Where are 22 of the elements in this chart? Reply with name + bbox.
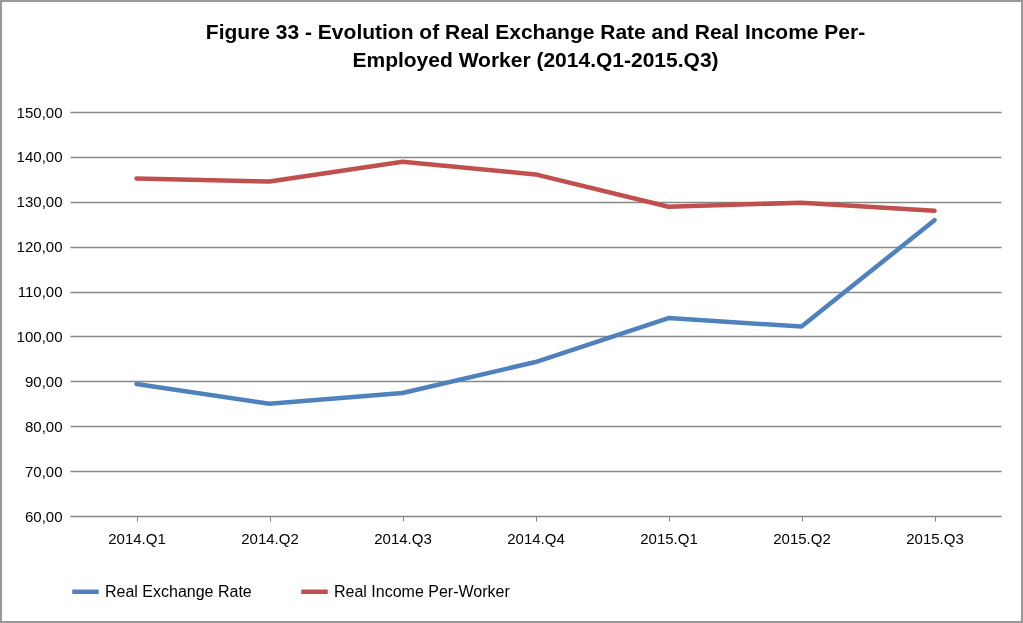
chart-title: Figure 33 - Evolution of Real Exchange Rate and Real Income Per-Employed Worker (2014.Q1-2015.Q3) (205, 20, 866, 71)
y-tick-label: 100,00 (16, 327, 63, 345)
y-tick-label: 70,00 (24, 462, 63, 480)
y-tick-label: 140,00 (16, 148, 63, 166)
y-tick-label: 150,00 (16, 103, 63, 121)
y-tick-label: 90,00 (24, 372, 63, 390)
y-tick-label: 110,00 (17, 283, 63, 301)
line-series (134, 159, 937, 214)
y-tick-label: 130,00 (16, 193, 63, 211)
x-tick-label: 2015.Q3 (906, 529, 964, 547)
legend-label: Real Income Per-Worker (334, 582, 511, 600)
y-tick-label: 80,00 (24, 417, 63, 435)
x-tick-label: 2015.Q2 (773, 529, 831, 547)
x-tick-label: 2014.Q2 (241, 529, 299, 547)
x-tick-label: 2014.Q4 (507, 529, 565, 547)
x-tick-label: 2015.Q1 (640, 529, 698, 547)
line-series (134, 217, 937, 407)
x-tick-label: 2014.Q3 (374, 529, 432, 547)
x-tick-label: 2014.Q1 (108, 529, 166, 547)
y-tick-label: 60,00 (24, 507, 63, 525)
y-tick-label: 120,00 (16, 238, 63, 256)
legend-label: Real Exchange Rate (105, 582, 252, 600)
